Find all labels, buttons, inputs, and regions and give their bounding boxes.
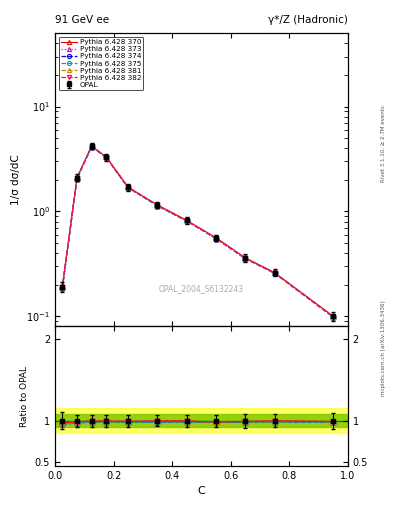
Pythia 6.428 373 [60, 285, 65, 291]
Pythia 6.428 381 [214, 236, 219, 242]
Pythia 6.428 370 [214, 234, 219, 241]
Pythia 6.428 382 [60, 284, 65, 290]
Pythia 6.428 381 [89, 143, 94, 150]
Pythia 6.428 381 [184, 218, 189, 224]
Pythia 6.428 374 [60, 285, 65, 291]
Pythia 6.428 373 [243, 255, 248, 262]
Pythia 6.428 382 [214, 236, 219, 242]
Y-axis label: 1/σ dσ/dC: 1/σ dσ/dC [11, 155, 21, 205]
Pythia 6.428 375 [272, 270, 277, 276]
Legend: Pythia 6.428 370, Pythia 6.428 373, Pythia 6.428 374, Pythia 6.428 375, Pythia 6: Pythia 6.428 370, Pythia 6.428 373, Pyth… [59, 37, 143, 90]
Pythia 6.428 375 [89, 143, 94, 150]
Pythia 6.428 375 [184, 218, 189, 224]
Pythia 6.428 375 [104, 154, 108, 160]
Pythia 6.428 381 [155, 202, 160, 208]
Pythia 6.428 370 [104, 154, 108, 160]
Pythia 6.428 375 [331, 314, 336, 320]
Pythia 6.428 375 [243, 255, 248, 262]
Pythia 6.428 373 [104, 154, 108, 160]
Bar [55, 414, 348, 428]
Y-axis label: Ratio to OPAL: Ratio to OPAL [20, 366, 29, 426]
Pythia 6.428 373 [272, 270, 277, 276]
Pythia 6.428 373 [214, 236, 219, 242]
Pythia 6.428 382 [75, 175, 79, 181]
Pythia 6.428 374 [331, 314, 336, 320]
Pythia 6.428 370 [60, 284, 65, 290]
Pythia 6.428 382 [243, 255, 248, 261]
Pythia 6.428 370 [126, 184, 130, 190]
Pythia 6.428 382 [331, 313, 336, 319]
Pythia 6.428 373 [331, 314, 336, 320]
Pythia 6.428 370 [89, 143, 94, 149]
Pythia 6.428 375 [155, 203, 160, 209]
Pythia 6.428 374 [214, 236, 219, 242]
Text: mcplots.cern.ch [arXiv:1306.3436]: mcplots.cern.ch [arXiv:1306.3436] [381, 301, 386, 396]
Pythia 6.428 374 [104, 154, 108, 160]
Pythia 6.428 375 [60, 285, 65, 291]
Line: Pythia 6.428 373: Pythia 6.428 373 [60, 144, 336, 319]
Pythia 6.428 381 [331, 313, 336, 319]
Pythia 6.428 374 [184, 218, 189, 224]
Pythia 6.428 370 [243, 255, 248, 261]
Pythia 6.428 370 [331, 313, 336, 319]
Pythia 6.428 375 [126, 185, 130, 191]
Text: 91 GeV ee: 91 GeV ee [55, 14, 109, 25]
Pythia 6.428 373 [89, 143, 94, 150]
Line: Pythia 6.428 374: Pythia 6.428 374 [60, 144, 336, 319]
Text: γ*/Z (Hadronic): γ*/Z (Hadronic) [268, 14, 348, 25]
Pythia 6.428 370 [75, 175, 79, 181]
Text: Rivet 3.1.10, ≥ 2.7M events: Rivet 3.1.10, ≥ 2.7M events [381, 105, 386, 182]
Pythia 6.428 375 [214, 236, 219, 242]
Pythia 6.428 370 [155, 202, 160, 208]
Pythia 6.428 381 [104, 154, 108, 160]
Pythia 6.428 381 [60, 284, 65, 290]
Pythia 6.428 382 [126, 184, 130, 190]
Pythia 6.428 373 [75, 176, 79, 182]
Line: Pythia 6.428 381: Pythia 6.428 381 [60, 144, 336, 319]
Pythia 6.428 374 [243, 255, 248, 262]
Pythia 6.428 382 [155, 202, 160, 208]
Pythia 6.428 373 [155, 203, 160, 209]
Text: OPAL_2004_S6132243: OPAL_2004_S6132243 [159, 284, 244, 293]
Pythia 6.428 375 [75, 176, 79, 182]
Pythia 6.428 374 [272, 270, 277, 276]
Bar [55, 409, 348, 433]
Line: Pythia 6.428 375: Pythia 6.428 375 [60, 144, 336, 319]
Pythia 6.428 373 [184, 218, 189, 224]
Pythia 6.428 374 [155, 203, 160, 209]
Pythia 6.428 381 [75, 175, 79, 181]
Pythia 6.428 374 [89, 143, 94, 150]
Pythia 6.428 374 [126, 185, 130, 191]
Pythia 6.428 382 [104, 154, 108, 160]
Pythia 6.428 370 [272, 270, 277, 276]
Pythia 6.428 381 [126, 184, 130, 190]
Pythia 6.428 382 [89, 143, 94, 150]
Pythia 6.428 370 [184, 217, 189, 223]
Pythia 6.428 374 [75, 176, 79, 182]
Pythia 6.428 382 [184, 218, 189, 224]
Line: Pythia 6.428 382: Pythia 6.428 382 [60, 144, 336, 319]
Line: Pythia 6.428 370: Pythia 6.428 370 [60, 143, 336, 318]
Pythia 6.428 381 [243, 255, 248, 261]
Pythia 6.428 382 [272, 270, 277, 276]
Pythia 6.428 381 [272, 270, 277, 276]
X-axis label: C: C [198, 486, 205, 496]
Pythia 6.428 373 [126, 185, 130, 191]
